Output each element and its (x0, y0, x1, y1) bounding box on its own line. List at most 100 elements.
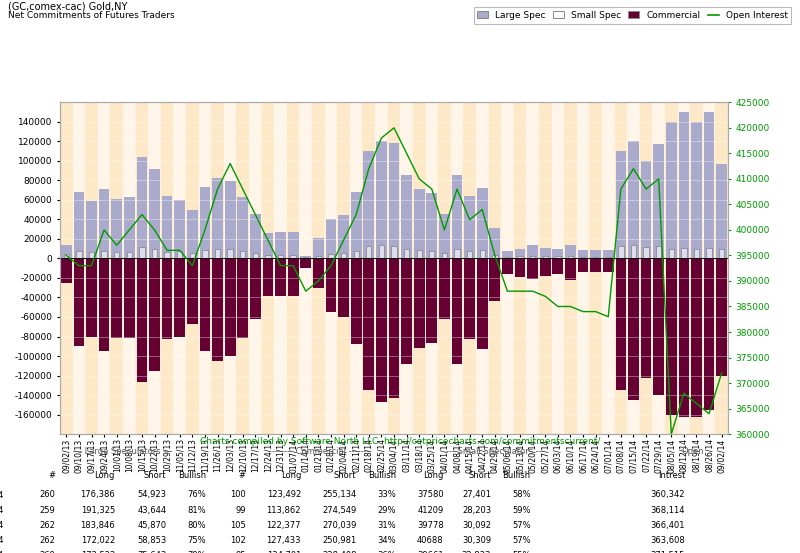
Text: 76%: 76% (187, 491, 206, 499)
Bar (565, 245, 576, 258)
Bar (527, 258, 538, 279)
Bar (564, 102, 577, 434)
Open Interest (389, 124, 398, 131)
Bar (76, 251, 82, 258)
Text: 134,701: 134,701 (266, 551, 301, 553)
Bar (426, 258, 437, 343)
Bar (590, 258, 601, 272)
Bar (654, 144, 664, 258)
Bar (464, 258, 475, 340)
Text: Bullish: Bullish (368, 471, 396, 480)
Bar (551, 102, 564, 434)
Bar (198, 102, 211, 434)
Bar (702, 102, 715, 434)
Bar (253, 253, 258, 258)
Bar (476, 102, 489, 434)
Bar (74, 258, 84, 346)
Bar (89, 252, 94, 258)
Bar (540, 248, 550, 258)
Bar (400, 102, 413, 434)
Bar (391, 246, 397, 258)
Bar (325, 102, 338, 434)
Bar (212, 179, 223, 258)
Text: 58,853: 58,853 (137, 536, 166, 545)
Bar (578, 249, 589, 258)
Bar (463, 102, 476, 434)
Bar (555, 257, 561, 258)
Bar (603, 249, 614, 258)
Bar (565, 258, 576, 280)
Bar (477, 188, 487, 258)
Text: Long: Long (281, 471, 301, 480)
Bar (225, 181, 235, 258)
Bar (527, 245, 538, 258)
Text: 95: 95 (235, 551, 246, 553)
Text: 250,981: 250,981 (322, 536, 357, 545)
Bar (165, 252, 170, 258)
Bar (350, 102, 362, 434)
Bar (442, 253, 447, 258)
Bar (312, 102, 325, 434)
Bar (603, 258, 614, 272)
Text: 113,862: 113,862 (266, 505, 301, 514)
Open Interest (452, 186, 462, 192)
Bar (656, 246, 662, 258)
Open Interest (238, 186, 247, 192)
Text: 27,401: 27,401 (462, 491, 491, 499)
Bar (542, 257, 548, 258)
Bar (316, 255, 321, 258)
Bar (225, 258, 235, 356)
Bar (514, 258, 526, 277)
Bar (190, 253, 195, 258)
Bar (376, 142, 386, 258)
Bar (86, 201, 97, 258)
Bar (490, 228, 500, 258)
Bar (262, 258, 274, 295)
Text: 105: 105 (230, 521, 246, 530)
Bar (628, 142, 639, 258)
Bar (136, 102, 148, 434)
Bar (174, 102, 186, 434)
Text: 262: 262 (40, 521, 55, 530)
Text: Open: Open (682, 447, 704, 456)
Bar (110, 102, 123, 434)
Bar (162, 196, 173, 258)
Bar (641, 258, 651, 378)
Text: 260: 260 (40, 491, 55, 499)
Bar (199, 258, 210, 351)
Bar (102, 251, 106, 258)
Bar (275, 232, 286, 258)
Bar (450, 102, 463, 434)
Legend: Large Spec, Small Spec, Commercial, Open Interest: Large Spec, Small Spec, Commercial, Open… (474, 7, 791, 23)
Bar (262, 233, 274, 258)
Bar (479, 249, 485, 258)
Text: 36%: 36% (378, 551, 396, 553)
Bar (590, 249, 601, 258)
Bar (287, 102, 299, 434)
Bar (137, 258, 147, 382)
Bar (715, 102, 728, 434)
Bar (389, 143, 399, 258)
Bar (526, 102, 539, 434)
Bar (501, 102, 514, 434)
Bar (362, 102, 375, 434)
Text: 81%: 81% (187, 505, 206, 514)
Bar (452, 175, 462, 258)
Text: 100: 100 (230, 491, 246, 499)
Open Interest (465, 216, 474, 223)
Text: 172,022: 172,022 (81, 536, 115, 545)
Text: #: # (238, 471, 246, 480)
Bar (148, 102, 161, 434)
Text: Bullish: Bullish (502, 471, 530, 480)
Bar (678, 258, 690, 416)
Text: 123,492: 123,492 (266, 491, 301, 499)
Text: 102: 102 (230, 536, 246, 545)
Bar (614, 102, 627, 434)
Bar (691, 258, 702, 416)
Text: 80%: 80% (187, 521, 206, 530)
Text: --- Small Speculators ---: --- Small Speculators --- (446, 447, 545, 456)
Bar (514, 249, 526, 258)
Bar (704, 258, 714, 410)
Bar (539, 102, 551, 434)
Bar (211, 102, 224, 434)
